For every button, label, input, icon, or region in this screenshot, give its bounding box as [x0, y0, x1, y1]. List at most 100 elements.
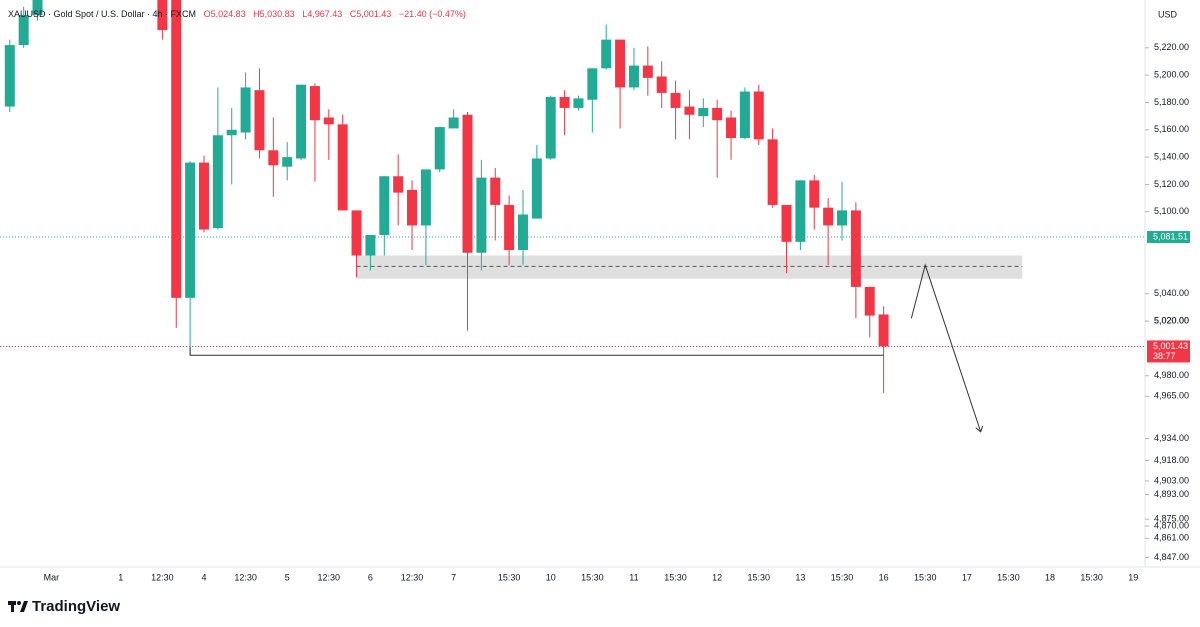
candle-body — [476, 177, 487, 253]
candle-body — [698, 107, 709, 117]
x-tick-label: 6 — [368, 572, 373, 582]
candle-body — [462, 114, 473, 253]
candle-body — [226, 129, 237, 136]
candle-body — [393, 176, 404, 193]
x-tick-label: 15:30 — [498, 572, 521, 582]
candle-body — [157, 0, 168, 31]
candle-body — [504, 204, 515, 251]
y-tick-label: 4,875.00 — [1154, 514, 1189, 524]
candle-body — [434, 127, 445, 170]
candle-body — [864, 286, 875, 316]
y-tick-label: 4,847.00 — [1154, 552, 1189, 562]
ohlc-open: O5,024.83 — [203, 9, 246, 19]
last-price-label: 5,001.43 — [1153, 341, 1188, 351]
candle-body — [490, 177, 501, 205]
support-line — [189, 347, 884, 356]
y-tick-label: 5,020.00 — [1154, 315, 1189, 325]
candle-body — [282, 157, 293, 167]
projection-path — [910, 263, 982, 432]
candle-body — [781, 204, 792, 242]
y-tick-label: 5,120.00 — [1154, 179, 1189, 189]
candle-body — [712, 107, 723, 121]
y-tick-label: 5,200.00 — [1154, 70, 1189, 80]
candle-body — [212, 135, 223, 229]
candle-body — [531, 158, 542, 219]
brand-name: TradingView — [32, 598, 121, 615]
x-tick-label: 18 — [1045, 572, 1055, 582]
y-tick-label: 4,965.00 — [1154, 391, 1189, 401]
y-tick-label: 5,020.00 — [1154, 315, 1189, 325]
candle-body — [545, 97, 556, 159]
candle-body — [559, 97, 570, 108]
ohlc-change: −21.40 (−0.47%) — [398, 9, 466, 19]
candle-body — [365, 234, 376, 256]
candle-body — [795, 180, 806, 242]
x-tick-label: 12:30 — [318, 572, 341, 582]
axes: 5,220.00 5,200.00 5,180.00 5,160.00 5,140.00… — [44, 42, 1190, 582]
candle-body — [337, 124, 348, 211]
x-tick-label: 12:30 — [151, 572, 174, 582]
marker-price-badge — [1147, 231, 1190, 244]
brand-logo — [8, 601, 28, 612]
candle-body — [185, 162, 196, 298]
candle-body — [420, 169, 431, 226]
candle-body — [4, 45, 15, 107]
candle-body — [240, 87, 251, 133]
last-price-badge — [1147, 340, 1190, 363]
x-tick-label: 15:30 — [831, 572, 854, 582]
x-tick-label: 15:30 — [664, 572, 687, 582]
currency: USD — [1158, 9, 1178, 19]
y-tick-label: 5,140.00 — [1154, 151, 1189, 161]
x-tick-label: 15:30 — [748, 572, 771, 582]
candle-body — [323, 117, 334, 125]
y-tick-label: 4,861.00 — [1154, 533, 1189, 543]
candle-body — [656, 76, 667, 93]
candle-body — [878, 314, 889, 347]
candle-body — [309, 86, 320, 121]
candle-body — [767, 139, 778, 205]
candle-body — [268, 150, 279, 166]
y-tick-label: 4,893.00 — [1154, 489, 1189, 499]
symbol-title: XAUUSD · Gold Spot / U.S. Dollar · 4h · … — [8, 9, 197, 19]
x-tick-label: Mar — [44, 572, 60, 582]
candle-body — [587, 68, 598, 100]
candle-body — [573, 98, 584, 108]
ohlc-close: C5,001.43 — [349, 9, 392, 19]
candle-body — [739, 91, 750, 138]
x-tick-label: 15:30 — [1080, 572, 1103, 582]
x-tick-label: 12:30 — [401, 572, 424, 582]
y-tick-label: 4,934.00 — [1154, 433, 1189, 443]
x-tick-label: 13 — [795, 572, 805, 582]
candle-body — [407, 189, 418, 226]
x-tick-label: 15:30 — [997, 572, 1020, 582]
x-tick-label: 15:30 — [914, 572, 937, 582]
x-tick-label: 11 — [629, 572, 638, 582]
candle-body — [32, 0, 43, 16]
candle-body — [171, 0, 182, 298]
y-tick-label: 4,870.00 — [1154, 520, 1189, 530]
x-tick-label: 15:30 — [581, 572, 604, 582]
y-tick-label: 5,180.00 — [1154, 97, 1189, 107]
x-tick-label: 12 — [712, 572, 722, 582]
ohlc-low: L4,967.43 — [302, 9, 343, 19]
x-tick-label: 16 — [879, 572, 889, 582]
candle-body — [753, 91, 764, 140]
marker-price-label: 5,081.51 — [1153, 231, 1188, 241]
x-tick-label: 17 — [962, 572, 972, 582]
symbol-header: XAUUSD · Gold Spot / U.S. Dollar · 4h · … — [8, 9, 471, 19]
candle-body — [379, 176, 390, 235]
candle-body — [448, 117, 459, 129]
projection-arrowhead — [975, 425, 984, 433]
bar-countdown: 38:77 — [1153, 351, 1176, 361]
y-tick-label: 5,160.00 — [1154, 124, 1189, 134]
y-tick-label: 5,220.00 — [1154, 42, 1189, 52]
y-tick-label: 4,980.00 — [1154, 370, 1189, 380]
candle-body — [517, 214, 528, 251]
y-tick-label: 4,903.00 — [1154, 475, 1189, 485]
candle-body — [670, 92, 681, 108]
x-tick-label: 12:30 — [234, 572, 257, 582]
ohlc-high: H5,030.83 — [253, 9, 295, 19]
y-tick-label: 5,100.00 — [1154, 206, 1189, 216]
